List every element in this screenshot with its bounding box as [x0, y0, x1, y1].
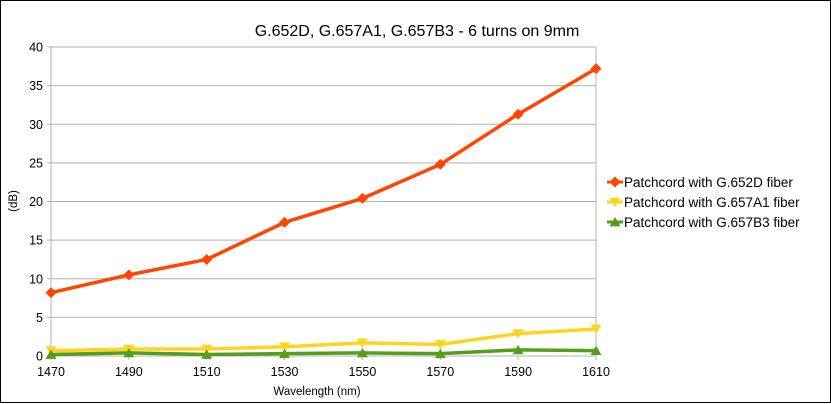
x-tick-label-1530: 1530 [271, 365, 299, 379]
series-3-point-1510 [201, 349, 213, 359]
axes [47, 46, 597, 360]
series-3-point-1470 [45, 349, 57, 359]
grid-lines [51, 46, 596, 318]
x-tick-label-1470: 1470 [37, 365, 65, 379]
series-3-point-1590 [512, 344, 524, 355]
y-tick-label-10: 10 [29, 272, 43, 286]
y-tick-label-40: 40 [29, 41, 43, 55]
series-1-point-1550 [356, 192, 368, 204]
chart-title: G.652D, G.657A1, G.657B3 - 6 turns on 9m… [255, 23, 580, 40]
series-1-point-1510 [201, 253, 213, 265]
series-2-point-1550 [356, 338, 368, 348]
series-1-point-1490 [123, 269, 135, 281]
y-tick-label-15: 15 [29, 234, 43, 248]
series-2 [45, 324, 602, 356]
series-2-point-1530 [279, 342, 291, 352]
series-2-point-1570 [434, 340, 446, 350]
series-2-point-1510 [201, 344, 213, 354]
series-3-point-1610 [590, 345, 602, 355]
legend-swatch-marker-1 [609, 176, 621, 188]
y-tick-label-30: 30 [29, 118, 43, 132]
x-tick-label-1490: 1490 [115, 365, 143, 379]
legend-item-1: Patchcord with G.652D fiber [607, 175, 793, 190]
legend-label-1: Patchcord with G.652D fiber [624, 175, 793, 190]
series-3-line [50, 348, 597, 357]
series-group [45, 63, 602, 359]
series-2-point-1590 [512, 329, 524, 339]
y-tick-label-35: 35 [29, 79, 43, 93]
legend-swatch-marker-3 [609, 217, 621, 227]
x-tick-label-1510: 1510 [193, 365, 221, 379]
y-tick-label-20: 20 [29, 195, 43, 209]
legend: Patchcord with G.652D fiber Patchcord wit… [607, 175, 800, 230]
y-tick-label-25: 25 [29, 156, 43, 170]
legend-item-2: Patchcord with G.657A1 fiber [607, 195, 800, 210]
series-2-point-1610 [590, 324, 602, 334]
series-1 [45, 63, 602, 299]
series-1-line [50, 67, 597, 295]
y-tick-label-0: 0 [36, 350, 43, 364]
y-tick-label-5: 5 [36, 311, 43, 325]
series-1-point-1610 [590, 63, 602, 75]
series-3-point-1530 [279, 348, 291, 359]
y-axis-label: (dB) [8, 190, 20, 212]
legend-swatch-marker-2 [609, 197, 621, 207]
legend-item-3: Patchcord with G.657B3 fiber [607, 215, 800, 230]
x-axis-label: Wavelength (nm) [273, 386, 360, 398]
tick-labels: 0 5 10 15 20 25 30 35 40 1470 1490 1510 1530 1550 1570… [29, 41, 610, 380]
series-1-point-1590 [512, 108, 524, 120]
series-3 [45, 344, 602, 359]
series-2-line [50, 327, 597, 353]
series-1-point-1570 [434, 158, 446, 170]
legend-label-3: Patchcord with G.657B3 fiber [624, 215, 800, 230]
x-tick-label-1550: 1550 [349, 365, 377, 379]
series-3-point-1570 [434, 348, 446, 359]
x-tick-label-1590: 1590 [504, 365, 532, 379]
series-3-point-1490 [123, 347, 135, 358]
series-3-point-1550 [356, 347, 368, 358]
legend-label-2: Patchcord with G.657A1 fiber [624, 195, 800, 210]
series-1-point-1530 [279, 216, 291, 228]
x-tick-label-1610: 1610 [582, 365, 610, 379]
series-1-point-1470 [45, 287, 57, 299]
x-tick-label-1570: 1570 [426, 365, 454, 379]
